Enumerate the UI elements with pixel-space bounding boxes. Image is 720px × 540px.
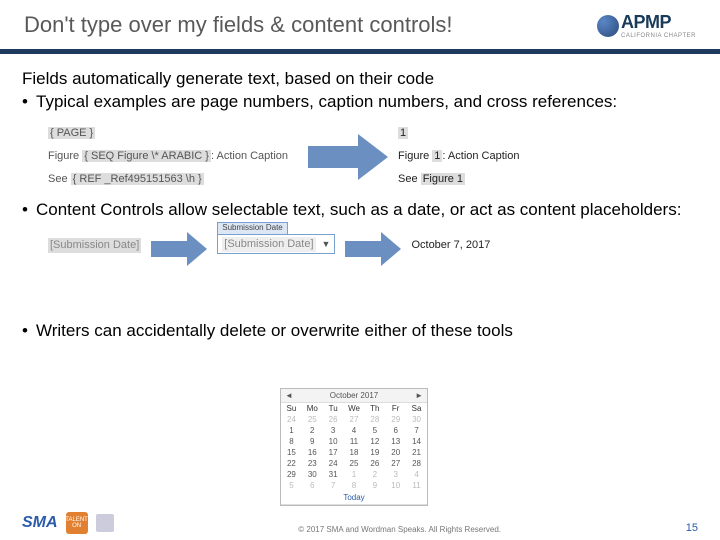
globe-icon	[597, 15, 619, 37]
see-label: See	[48, 173, 68, 185]
see-result-value: Figure 1	[421, 173, 465, 185]
copyright: © 2017 SMA and Wordman Speaks. All Right…	[114, 525, 686, 534]
cal-prev-icon[interactable]: ◄	[285, 391, 293, 400]
figure-result-label: Figure	[398, 150, 429, 162]
figure-label: Figure	[48, 150, 79, 162]
cc-resolved-date: October 7, 2017	[411, 238, 490, 253]
date-picker[interactable]: ◄ October 2017 ► SuMoTuWeThFrSa242526272…	[280, 388, 428, 506]
field-results-column: 1 Figure 1: Action Caption See Figure 1	[398, 122, 519, 191]
content-control-diagram: [Submission Date] Submission Date [Submi…	[48, 228, 698, 290]
sma-logo: SMA	[22, 514, 58, 532]
bullet-1: Typical examples are page numbers, capti…	[36, 91, 698, 114]
bullet-2: Content Controls allow selectable text, …	[36, 199, 698, 222]
arrow-icon	[345, 232, 401, 266]
apmp-logo: APMP CALIFORNIA CHAPTER	[597, 12, 696, 39]
bullet-3: Writers can accidentally delete or overw…	[36, 320, 698, 343]
secondary-badge	[96, 514, 114, 532]
field-codes-column: { PAGE } Figure { SEQ Figure \* ARABIC }…	[48, 122, 288, 191]
figure-suffix: : Action Caption	[211, 150, 288, 162]
slide-title: Don't type over my fields & content cont…	[24, 12, 453, 38]
talent-on-badge: TALENTON	[66, 512, 88, 534]
cc-tab: Submission Date	[217, 222, 287, 235]
figure-code: { SEQ Figure \* ARABIC }	[82, 150, 211, 162]
footer: SMA TALENTON © 2017 SMA and Wordman Spea…	[0, 512, 720, 534]
cal-month: October 2017	[330, 391, 378, 400]
cal-next-icon[interactable]: ►	[415, 391, 423, 400]
bullet-icon: •	[22, 91, 36, 114]
page-number: 15	[686, 522, 698, 534]
page-result: 1	[398, 127, 408, 139]
intro-text: Fields automatically generate text, base…	[22, 68, 698, 91]
ref-code: { REF _Ref495151563 \h }	[71, 173, 204, 185]
logo-subtitle: CALIFORNIA CHAPTER	[621, 33, 696, 39]
bullet-icon: •	[22, 199, 36, 222]
arrow-icon	[308, 134, 388, 180]
figure-result-suffix: : Action Caption	[442, 150, 519, 162]
fields-diagram: { PAGE } Figure { SEQ Figure \* ARABIC }…	[48, 122, 698, 191]
figure-number: 1	[432, 150, 442, 162]
cal-today-button[interactable]: Today	[281, 491, 427, 505]
cc-dropdown[interactable]: Submission Date [Submission Date] ▼	[217, 234, 335, 254]
chevron-down-icon[interactable]: ▼	[322, 238, 331, 250]
page-code: { PAGE }	[48, 127, 95, 139]
cc-value: [Submission Date]	[222, 237, 315, 252]
bullet-icon: •	[22, 320, 36, 343]
cal-grid[interactable]: SuMoTuWeThFrSa24252627282930123456789101…	[281, 403, 427, 491]
arrow-icon	[151, 232, 207, 266]
see-result-label: See	[398, 173, 418, 185]
logo-text: APMP	[621, 12, 696, 33]
cc-placeholder: [Submission Date]	[48, 238, 141, 253]
